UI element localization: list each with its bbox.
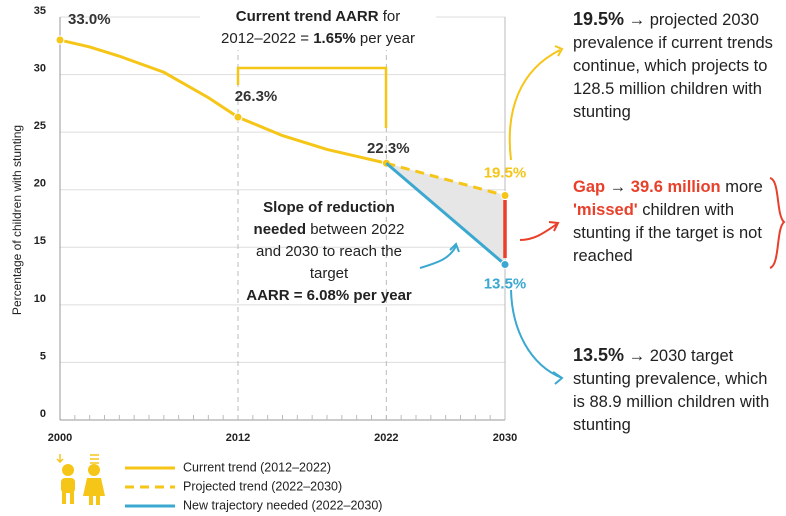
text: → bbox=[605, 178, 631, 196]
target-note: 13.5% → 2030 target stunting prevalence,… bbox=[573, 344, 778, 437]
text: Slope of reduction needed bbox=[253, 199, 395, 238]
text: AARR = 6.08% per year bbox=[246, 287, 412, 304]
y-tick-label: 15 bbox=[34, 235, 46, 247]
y-tick-label: 35 bbox=[34, 5, 46, 17]
x-tick-label: 2022 bbox=[374, 432, 398, 444]
point bbox=[500, 190, 510, 200]
y-axis-label: Percentage of children with stunting bbox=[10, 125, 24, 315]
current-aarr-note: Current trend AARR for 2012–2022 = 1.65%… bbox=[200, 6, 436, 50]
value-label: 26.3% bbox=[235, 88, 278, 105]
arrows bbox=[419, 45, 786, 385]
x-tick-label: 2000 bbox=[48, 432, 72, 444]
text: 2012–2022 = bbox=[221, 30, 314, 47]
legend-label: New trajectory needed (2022–2030) bbox=[183, 498, 382, 512]
legend-label: Projected trend (2022–2030) bbox=[183, 479, 342, 493]
text: more bbox=[720, 178, 763, 196]
text: for bbox=[378, 8, 401, 25]
point bbox=[500, 260, 510, 270]
series-line bbox=[59, 38, 387, 165]
value-label: 19.5% bbox=[484, 164, 527, 181]
children-icon bbox=[56, 454, 105, 505]
y-tick-label: 10 bbox=[34, 293, 46, 305]
text: → 2030 target stunting prevalence, which… bbox=[573, 347, 770, 434]
text: Current trend AARR bbox=[235, 8, 379, 25]
text: 39.6 million bbox=[630, 178, 721, 196]
point bbox=[55, 35, 65, 45]
text: 1.65% bbox=[313, 30, 356, 47]
text: 'missed' bbox=[573, 201, 638, 219]
bracket bbox=[236, 66, 388, 128]
y-tick-label: 20 bbox=[34, 178, 46, 190]
text: between 2022 and 2030 to reach the targe… bbox=[256, 221, 405, 282]
value-label: 22.3% bbox=[367, 140, 410, 157]
slope-note: Slope of reduction needed between 2022 a… bbox=[243, 197, 415, 307]
y-tick-label: 25 bbox=[34, 120, 46, 132]
x-tick-label: 2030 bbox=[493, 432, 517, 444]
legend-label: Current trend (2012–2022) bbox=[183, 460, 331, 474]
series-line bbox=[385, 162, 506, 266]
projected-note: 19.5% → projected 2030 prevalence if cur… bbox=[573, 8, 778, 124]
y-tick-label: 5 bbox=[40, 350, 46, 362]
y-tick-label: 30 bbox=[34, 62, 46, 74]
point bbox=[233, 112, 243, 122]
text: per year bbox=[355, 30, 415, 47]
x-tick-label: 2012 bbox=[226, 432, 250, 444]
text: Gap bbox=[573, 178, 606, 196]
text: children with stunting if the target is … bbox=[573, 201, 762, 265]
gap-note: Gap → 39.6 million more 'missed' childre… bbox=[573, 176, 768, 268]
series-line bbox=[385, 161, 506, 197]
text: 13.5% bbox=[573, 345, 625, 365]
value-label: 33.0% bbox=[68, 11, 111, 28]
y-tick-label: 0 bbox=[40, 408, 46, 420]
text: → projected 2030 prevalence if current t… bbox=[573, 11, 773, 121]
value-label: 13.5% bbox=[484, 276, 527, 293]
text: 19.5% bbox=[573, 9, 625, 29]
